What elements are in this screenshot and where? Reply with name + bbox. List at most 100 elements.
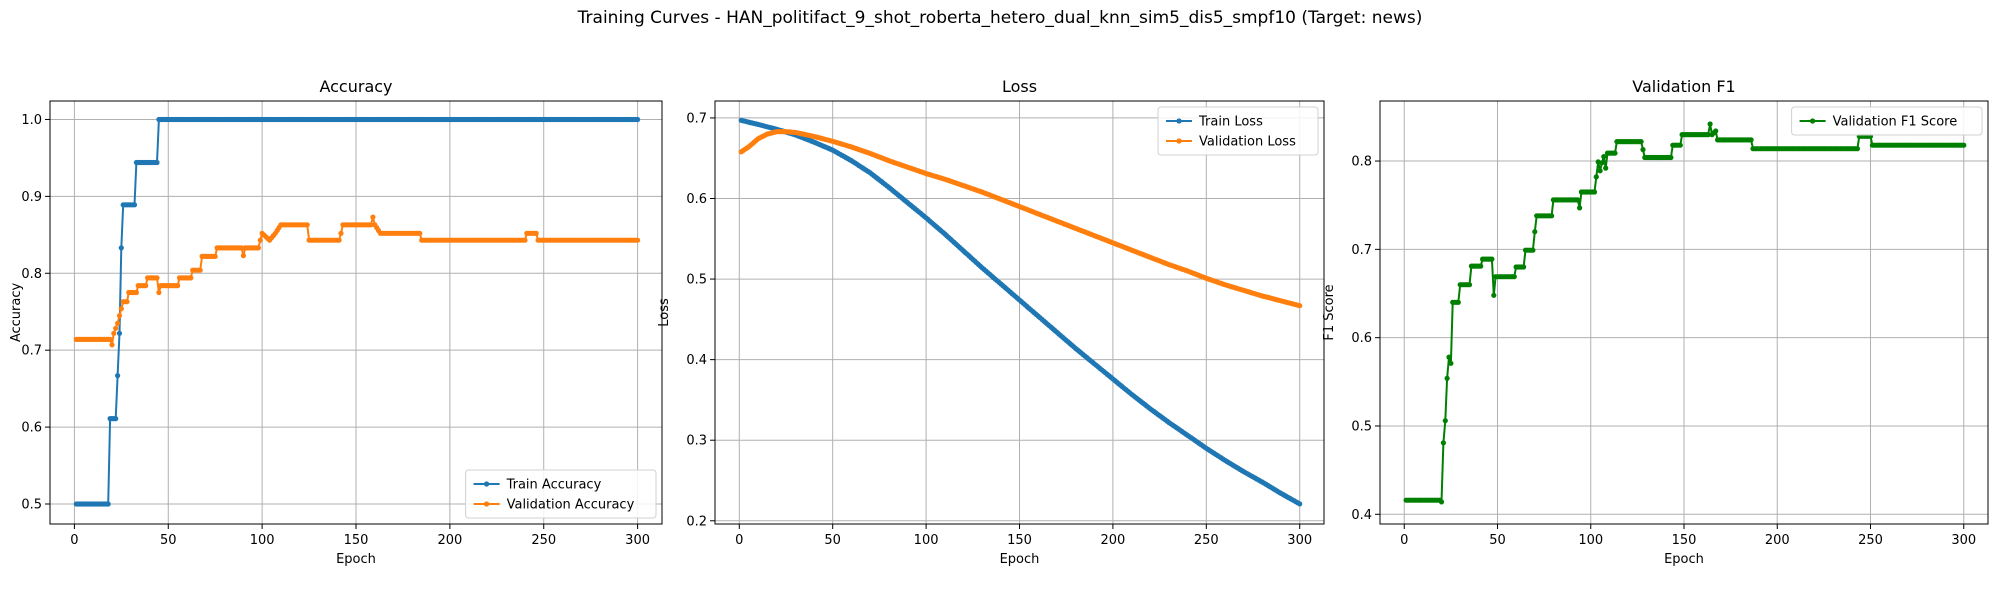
chart-2-xtick-label-4: 200	[1765, 533, 1790, 548]
chart-1-xtick-label-2: 100	[914, 533, 939, 548]
chart-2-series-0-point	[1575, 197, 1581, 203]
chart-0-series-1-point	[336, 237, 342, 243]
chart-0-series-1-line	[76, 216, 638, 346]
chart-2-xlabel: Epoch	[1664, 552, 1704, 567]
chart-1-legend-box	[1157, 106, 1319, 156]
chart-2-series-0-point	[1530, 247, 1536, 253]
chart-0: 0 50 100 150 200 250 300 0.5 0.6 0.7 0.8 0.9 1.0 Accu…	[9, 77, 663, 567]
chart-2-series-0-point	[1591, 189, 1598, 195]
chart-1-legend: Train Loss Validation Loss	[1157, 106, 1319, 156]
chart-0-xtick-label-2: 100	[250, 533, 275, 548]
chart-2-series-0-line	[1406, 123, 1964, 503]
chart-1-xlabel: Epoch	[1000, 552, 1040, 567]
chart-1-series-0-line	[740, 119, 1301, 505]
chart-2-legend-box	[1791, 106, 1983, 136]
chart-0-series-1-markers	[73, 214, 641, 348]
chart-2-ytick-label-1: 0.5	[1351, 419, 1372, 434]
chart-0-series-1-point	[338, 230, 344, 236]
chart-1-ytick-label-1: 0.3	[686, 434, 707, 449]
chart-0-ytick-label-3: 0.8	[21, 267, 42, 282]
chart-2-series-0-point	[1640, 147, 1646, 153]
chart-2-series-0-point	[1478, 263, 1484, 269]
chart-0-series-1-point	[116, 313, 123, 319]
chart-0-series-1-point	[240, 253, 246, 259]
chart-0-ytick-label-1: 0.6	[21, 421, 42, 436]
chart-0-series-1-point	[154, 275, 160, 281]
chart-1-xtick-label-5: 250	[1194, 533, 1219, 548]
chart-2-series-0-point	[1601, 154, 1607, 160]
chart-0-series-1-point	[197, 267, 203, 273]
chart-0-series-0-markers	[73, 116, 641, 507]
chart-0-xtick-label-4: 200	[437, 533, 462, 548]
chart-0-legend-marker-0	[484, 481, 490, 487]
chart-0-legend: Train Accuracy Validation Accuracy	[465, 469, 657, 519]
chart-1-xtick-label-6: 300	[1287, 533, 1312, 548]
chart-0-series-1-point	[111, 330, 117, 336]
chart-1-ytick-label-3: 0.5	[686, 273, 707, 288]
chart-2: 0 50 100 150 200 250 300 0.4 0.5 0.6 0.7 0.8 Validat…	[1322, 77, 1989, 567]
chart-2-series-0-point	[1668, 154, 1674, 161]
chart-2-series-0-markers	[1403, 121, 1967, 505]
chart-0-title: Accuracy	[319, 77, 392, 96]
chart-0-series-0-point	[131, 202, 138, 208]
chart-0-series-1-point	[255, 245, 261, 251]
chart-2-series-0-point	[1444, 375, 1450, 381]
chart-2-series-0-point	[1446, 354, 1452, 360]
chart-0-legend-box	[465, 469, 657, 519]
chart-0-series-1-point	[124, 299, 130, 305]
chart-2-xtick-label-0: 0	[1400, 533, 1408, 548]
chart-1-xtick-label-3: 150	[1007, 533, 1032, 548]
chart-2-legend-marker-0	[1810, 118, 1816, 124]
chart-1-ytick-label-0: 0.2	[686, 514, 707, 529]
chart-2-xtick-label-2: 100	[1578, 533, 1603, 548]
chart-0-series-0-line	[76, 118, 638, 505]
chart-2-series-0-point	[1438, 499, 1445, 505]
chart-2-ylabel: F1 Score	[1322, 284, 1337, 340]
chart-2-ytick-label-3: 0.7	[1351, 243, 1372, 258]
chart-2-series-0-point	[1466, 282, 1473, 288]
chart-0-series-1-point	[115, 320, 121, 326]
chart-1-legend-marker-1	[1176, 138, 1182, 144]
chart-2-series-0-point	[1603, 165, 1609, 171]
chart-2-xtick-label-5: 250	[1858, 533, 1883, 548]
chart-0-legend-label-1: Validation Accuracy	[507, 498, 635, 513]
chart-0-series-0-point	[154, 159, 160, 166]
chart-0-xtick-label-5: 250	[531, 533, 556, 548]
chart-2-series-0-point	[1707, 121, 1713, 127]
chart-2-series-0-point	[1593, 174, 1599, 180]
chart-0-series-0-point	[113, 416, 119, 422]
chart-2-series-0-point	[1511, 274, 1517, 280]
chart-1-series-0-point	[1297, 501, 1303, 507]
chart-2-series-0-point	[1577, 205, 1583, 211]
chart-0-series-1-point	[113, 325, 119, 331]
chart-2-series-0-point	[1448, 360, 1454, 366]
chart-2-series-0-point	[1491, 292, 1497, 298]
chart-1-xtick-label-0: 0	[735, 533, 743, 548]
chart-0-series-1-point	[143, 283, 149, 289]
chart-0-series-1-point	[156, 289, 162, 296]
chart-2-legend-label-0: Validation F1 Score	[1833, 115, 1958, 130]
chart-2-xtick-label-1: 50	[1489, 533, 1506, 548]
chart-0-series-1-point	[107, 336, 113, 342]
chart-0-series-0-point	[116, 330, 123, 336]
chart-0-xtick-label-3: 150	[344, 533, 369, 548]
chart-1-series-1-point	[1297, 303, 1303, 309]
chart-0-series-1-point	[238, 245, 245, 251]
figure-title: Training Curves - HAN_politifact_9_shot_…	[577, 8, 1423, 28]
chart-2-series-0-point	[1677, 142, 1683, 148]
chart-0-series-1-point	[212, 253, 218, 259]
chart-0-series-1-point	[533, 230, 539, 236]
chart-2-title: Validation F1	[1632, 77, 1735, 96]
chart-1-legend-label-1: Validation Loss	[1199, 135, 1296, 150]
chart-2-series-0-point	[1440, 440, 1446, 446]
chart-0-series-1-point	[370, 214, 376, 220]
chart-0-series-0-point	[115, 373, 121, 379]
chart-0-legend-marker-1	[484, 501, 490, 507]
chart-0-series-0-point	[635, 116, 641, 123]
chart-2-series-0-point	[1612, 150, 1618, 156]
chart-0-series-1-point	[175, 283, 181, 289]
chart-2-series-0-point	[1705, 132, 1711, 138]
chart-0-series-1-point	[133, 289, 139, 296]
